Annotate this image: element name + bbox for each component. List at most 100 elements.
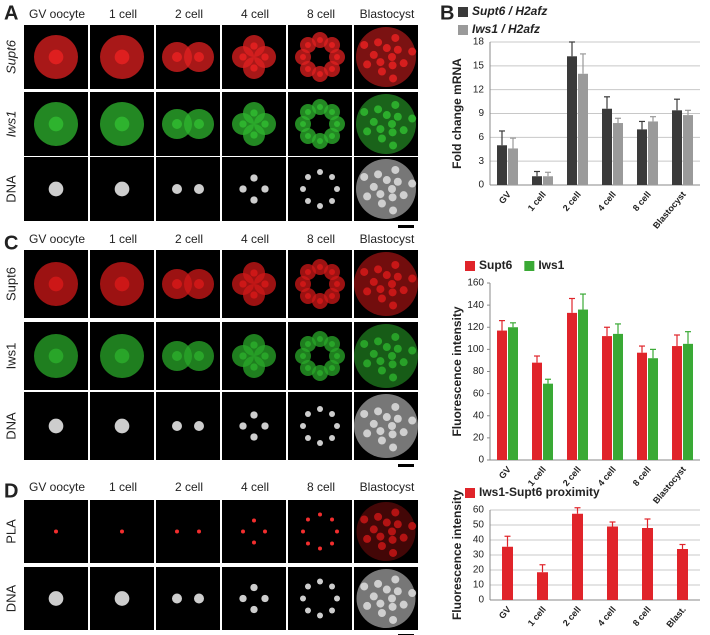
nucleus <box>335 529 339 534</box>
row-label: Supt6 <box>3 39 18 74</box>
nucleus <box>376 58 385 67</box>
nucleus <box>399 600 408 609</box>
column-header: 2 cell <box>175 232 203 246</box>
nucleus <box>329 198 336 205</box>
nucleus <box>114 591 130 606</box>
nucleus <box>194 421 204 431</box>
column-header: 4 cell <box>241 480 269 494</box>
nucleus <box>389 301 398 310</box>
nucleus <box>304 198 311 205</box>
y-axis-label: Fold change mRNA <box>450 58 464 169</box>
bar <box>607 526 618 600</box>
nucleus <box>377 436 386 445</box>
bar <box>543 383 553 460</box>
nucleus <box>300 186 306 192</box>
bar <box>613 123 623 185</box>
bar <box>532 176 542 185</box>
nucleus <box>388 430 397 439</box>
x-tick-label: 1 cell <box>526 604 548 628</box>
x-tick-label: Blastocyst <box>651 464 688 505</box>
y-tick-label: 15 <box>473 60 485 71</box>
nucleus <box>363 601 372 610</box>
y-tick-label: 80 <box>473 366 485 377</box>
micrograph <box>222 500 286 563</box>
bar <box>613 333 623 460</box>
nucleus <box>388 422 396 430</box>
nucleus <box>300 353 306 359</box>
embryo <box>356 27 416 87</box>
x-tick-label: Blastocyst <box>651 189 688 230</box>
nucleus <box>363 287 372 296</box>
nucleus <box>393 177 402 186</box>
nucleus <box>388 53 396 61</box>
nucleus <box>360 172 369 181</box>
nucleus <box>363 429 372 438</box>
nucleus <box>408 416 417 425</box>
micrograph <box>156 157 220 221</box>
nucleus <box>194 184 204 194</box>
nucleus <box>172 184 182 194</box>
nucleus <box>318 512 322 517</box>
nucleus <box>317 264 323 270</box>
nucleus <box>408 274 417 283</box>
nucleus <box>391 575 400 584</box>
legend-label: Iws1-Supt6 proximity <box>479 485 600 499</box>
y-tick-label: 12 <box>473 84 485 95</box>
row-label: DNA <box>3 584 18 612</box>
y-tick-label: 0 <box>478 180 484 191</box>
nucleus <box>382 413 391 422</box>
nucleus <box>369 277 378 286</box>
nucleus <box>363 192 372 201</box>
panel-letter: B <box>440 2 454 24</box>
nucleus <box>377 608 386 617</box>
column-header: 8 cell <box>307 480 335 494</box>
nucleus <box>382 111 391 120</box>
legend-label: Supt6 <box>479 258 513 272</box>
y-tick-label: 40 <box>473 535 485 546</box>
nucleus <box>317 71 323 77</box>
nucleus <box>334 353 340 359</box>
nucleus <box>250 341 258 349</box>
panel-letter: D <box>4 480 18 502</box>
nucleus <box>376 427 385 436</box>
micrograph <box>288 157 352 221</box>
embryo <box>356 159 416 219</box>
nucleus <box>360 40 369 49</box>
nucleus <box>261 280 269 288</box>
column-header: Blastocyst <box>360 232 415 246</box>
nucleus <box>301 529 305 534</box>
x-tick-label: 8 cell <box>631 189 653 213</box>
nucleus <box>408 522 417 531</box>
y-tick-label: 60 <box>473 505 485 516</box>
nucleus <box>408 47 417 56</box>
nucleus <box>377 67 386 76</box>
nucleus <box>391 33 400 42</box>
nucleus <box>329 173 336 180</box>
nucleus <box>304 293 311 300</box>
row-label: DNA <box>3 412 18 440</box>
nucleus <box>114 348 130 364</box>
bar <box>642 528 653 600</box>
micrograph <box>222 157 286 221</box>
nucleus <box>388 61 397 70</box>
y-tick-label: 3 <box>478 156 484 167</box>
nucleus <box>329 410 336 417</box>
nucleus <box>374 265 383 274</box>
nucleus <box>261 422 269 430</box>
nucleus <box>329 583 336 590</box>
column-header: 1 cell <box>109 7 137 21</box>
nucleus <box>114 49 130 65</box>
nucleus <box>304 133 311 140</box>
nucleus <box>48 116 64 132</box>
bar <box>677 549 688 600</box>
nucleus <box>393 112 402 121</box>
nucleus <box>317 336 323 342</box>
x-tick-label: 1 cell <box>526 189 548 213</box>
nucleus <box>360 107 369 116</box>
bar <box>602 108 612 185</box>
column-header: Blastocyst <box>360 7 415 21</box>
bar <box>672 110 682 185</box>
nucleus <box>250 291 258 299</box>
nucleus <box>304 607 311 614</box>
nucleus <box>261 53 269 61</box>
